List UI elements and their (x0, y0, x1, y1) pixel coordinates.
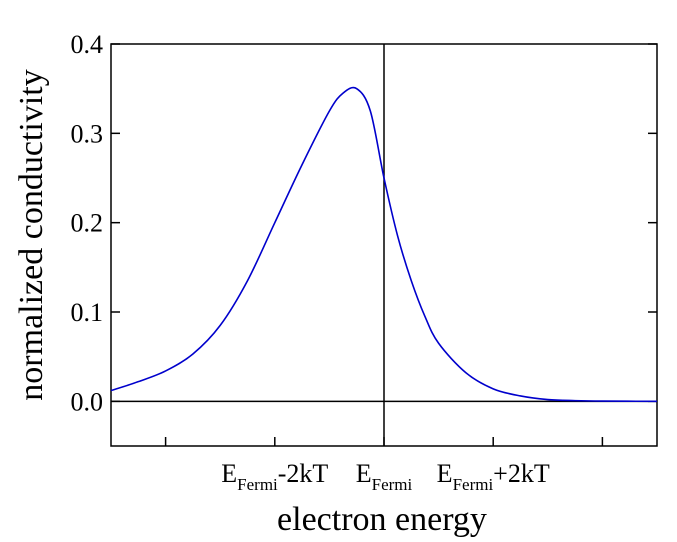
x-tick-label: EFermi-2kT (221, 459, 328, 494)
y-tick-label: 0.0 (71, 387, 104, 416)
y-axis-title: normalized conductivity (13, 69, 50, 400)
reference-lines (111, 44, 657, 446)
y-tick-label: 0.2 (71, 209, 104, 238)
x-tick-label: EFermi (356, 459, 413, 494)
x-tick-label: EFermi+2kT (437, 459, 550, 494)
x-tick-labels: EFermi-2kT EFermi EFermi+2kT (221, 459, 550, 494)
conductivity-curve (110, 86, 658, 403)
y-tick-labels: 0.0 0.1 0.2 0.3 0.4 (71, 30, 104, 416)
y-tick-label: 0.1 (71, 298, 104, 327)
y-tick-label: 0.4 (71, 30, 104, 59)
x-axis-title: electron energy (277, 501, 487, 538)
y-tick-label: 0.3 (71, 119, 104, 148)
